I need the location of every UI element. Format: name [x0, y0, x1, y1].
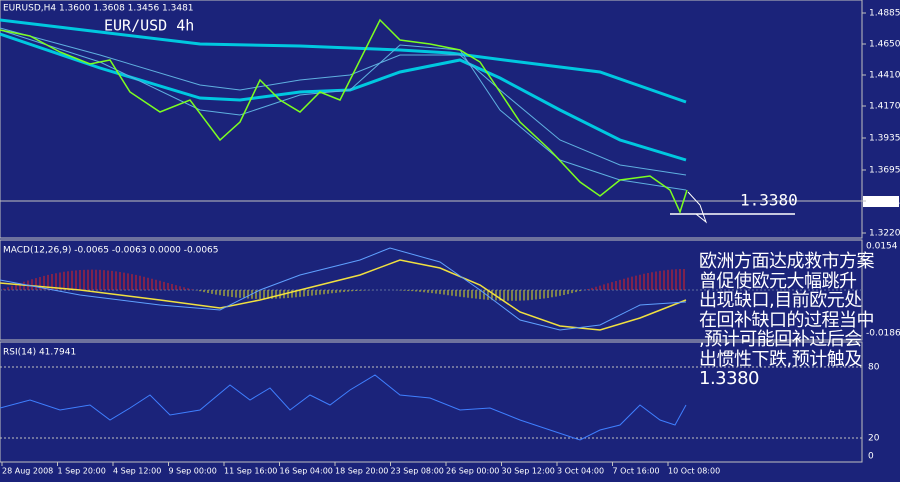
annotation-line: 出现缺口,目前欧元处: [699, 290, 862, 311]
annotation-line: 出惯性下跌,预计触及: [699, 348, 862, 370]
time-label: 18 Sep 20:00: [335, 467, 388, 476]
rsi-panel: [0, 341, 863, 463]
moving-average: [0, 32, 687, 162]
time-label: 11 Sep 16:00: [224, 467, 277, 476]
time-label: 10 Oct 08:00: [668, 467, 720, 476]
annotation: 欧洲方面达成救市方案 曾促使欧元大幅跳升 出现缺口,目前欧元处 在回补缺口的过程当中,…: [699, 252, 899, 389]
price-label: 1.4885: [869, 9, 900, 19]
arrow: [687, 191, 708, 224]
signal-line: [0, 259, 687, 331]
annotation-line: 1.3380: [699, 368, 759, 389]
symbol-info: EURUSD,H4 1.3600 1.3608 1.3456 1.3481: [3, 4, 194, 14]
moving-average: [0, 27, 687, 176]
moving-average: [0, 18, 687, 104]
macd-panel: [0, 239, 863, 341]
time-label: 30 Sep 12:00: [502, 467, 555, 476]
macd-axis-label: 0.0154: [866, 242, 898, 252]
target-label: 1.3380: [740, 191, 798, 210]
rsi-axis-label: 0: [868, 452, 874, 462]
price-label: 1.4410: [869, 71, 900, 81]
price-label: 1.3220: [869, 229, 900, 239]
rsi-line: [0, 374, 687, 441]
time-label: 23 Sep 08:00: [391, 467, 444, 476]
macd-axis-label: -0.0186: [866, 329, 900, 339]
annotation-line: 曾促使欧元大幅跳升: [699, 270, 857, 292]
main-panel: [0, 0, 863, 239]
price-label: 1.4650: [869, 40, 900, 50]
annotation-line: ,预计可能回补过后会: [699, 329, 862, 350]
time-label: 1 Sep 20:00: [58, 467, 106, 476]
annotation-line: 在回补缺口的过程当中: [699, 309, 875, 331]
chart-title: EUR/USD 4h: [104, 17, 194, 35]
time-label: 16 Sep 04:00: [280, 467, 333, 476]
price-series: [0, 18, 688, 215]
price-label: 1.3481: [869, 197, 900, 207]
time-label: 7 Oct 16:00: [613, 467, 660, 476]
macd-label: MACD(12,26,9) -0.0065 -0.0063 0.0000 -0.…: [3, 246, 219, 256]
annotation-line: 欧洲方面达成救市方案: [699, 251, 875, 272]
price-label: 1.4170: [869, 102, 900, 112]
rsi-axis-label: 80: [868, 363, 880, 373]
time-label: 9 Sep 00:00: [169, 467, 217, 476]
time-label: 4 Sep 12:00: [113, 467, 161, 476]
price-highlight: [863, 196, 899, 207]
price-label: 1.3695: [869, 166, 900, 176]
time-label: 28 Aug 2008: [2, 467, 53, 476]
time-label: 3 Oct 04:00: [557, 467, 604, 476]
macd-line: [0, 247, 687, 331]
price-label: 1.3935: [869, 134, 900, 144]
rsi-label: RSI(14) 41.7941: [3, 348, 76, 358]
rsi-axis-label: 20: [868, 434, 880, 444]
time-label: 26 Sep 00:00: [446, 467, 499, 476]
macd-histogram: [3, 268, 685, 301]
